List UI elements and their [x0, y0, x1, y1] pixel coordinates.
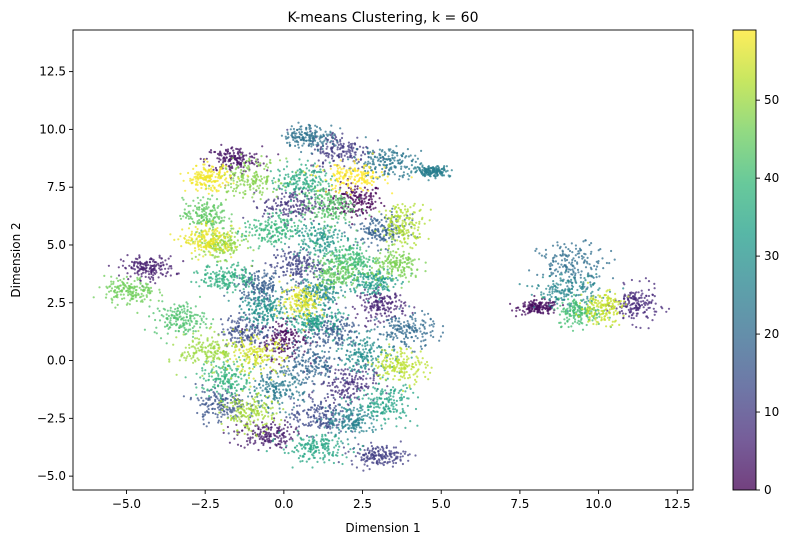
x-tick-label: −2.5	[191, 497, 220, 511]
cluster-39	[236, 208, 316, 250]
colorbar-tick-label: 10	[764, 405, 779, 419]
cluster-56	[273, 274, 328, 332]
cluster-37	[190, 259, 255, 294]
cluster-2	[509, 294, 565, 318]
cluster-34	[340, 356, 420, 429]
x-axis-label: Dimension 1	[345, 521, 420, 535]
x-tick-label: −5.0	[112, 497, 141, 511]
colorbar: 0 10 20 30 40 50	[732, 29, 779, 497]
cluster-55	[218, 328, 289, 388]
plot-frame	[72, 29, 694, 491]
cluster-41	[541, 293, 613, 332]
x-tick-label: 0.0	[274, 497, 293, 511]
cluster-36	[269, 158, 337, 203]
cluster-5	[107, 254, 185, 288]
cluster-7	[606, 277, 671, 330]
cluster-58	[179, 158, 249, 195]
cluster-22	[280, 121, 342, 155]
cluster-20	[373, 305, 445, 353]
cluster-35	[265, 429, 364, 469]
colorbar-tick-label: 0	[764, 483, 772, 497]
cluster-50	[168, 326, 271, 377]
cluster-21	[528, 239, 616, 289]
y-tick-label: 5.0	[47, 238, 66, 252]
cluster-46	[92, 274, 164, 314]
scatter-points	[92, 121, 671, 472]
cluster-57	[169, 220, 241, 261]
cluster-1	[241, 317, 319, 373]
x-axis: −5.0 −2.5 0.0 2.5 5.0 7.5 10.0 12.5	[112, 490, 691, 511]
colorbar-gradient	[733, 30, 756, 490]
cluster-25	[406, 162, 453, 182]
y-tick-label: −5.0	[37, 469, 66, 483]
cluster-52	[374, 202, 432, 254]
cluster-10	[286, 128, 387, 177]
x-tick-label: 5.0	[432, 497, 451, 511]
y-tick-label: 10.0	[39, 122, 66, 136]
cluster-53	[367, 343, 433, 393]
cluster-51	[218, 389, 285, 438]
cluster-47	[370, 238, 427, 289]
cluster-4	[222, 417, 300, 452]
colorbar-tick-label: 20	[764, 327, 779, 341]
cluster-11	[337, 440, 417, 472]
cluster-59	[303, 152, 413, 196]
cluster-44	[179, 184, 233, 235]
y-tick-label: 0.0	[47, 354, 66, 368]
y-tick-label: 12.5	[39, 65, 66, 79]
cluster-18	[343, 207, 419, 252]
y-axis: −5.0 −2.5 0.0 2.5 5.0 7.5 10.0 12.5	[37, 65, 73, 483]
y-tick-label: 2.5	[47, 296, 66, 310]
x-tick-label: 10.0	[585, 497, 612, 511]
cluster-42	[143, 295, 215, 345]
cluster-12	[264, 235, 340, 291]
colorbar-frame	[732, 29, 757, 491]
y-axis-label: Dimension 2	[9, 222, 23, 297]
colorbar-tick-label: 40	[764, 171, 779, 185]
cluster-54	[575, 281, 630, 328]
x-tick-label: 7.5	[510, 497, 529, 511]
cluster-38	[184, 356, 262, 403]
x-tick-label: 2.5	[353, 497, 372, 511]
cluster-8	[303, 358, 389, 407]
cluster-29	[321, 328, 401, 375]
cluster-19	[266, 337, 375, 398]
y-tick-label: −2.5	[37, 411, 66, 425]
cluster-30	[227, 289, 296, 333]
cluster-24	[242, 363, 306, 416]
chart-title: K-means Clustering, k = 60	[287, 10, 478, 26]
cluster-43	[300, 170, 371, 236]
cluster-26	[316, 397, 387, 450]
y-tick-label: 7.5	[47, 180, 66, 194]
colorbar-tick-label: 50	[764, 93, 779, 107]
cluster-45	[301, 251, 370, 299]
colorbar-tick-label: 30	[764, 249, 779, 263]
x-tick-label: 12.5	[664, 497, 691, 511]
